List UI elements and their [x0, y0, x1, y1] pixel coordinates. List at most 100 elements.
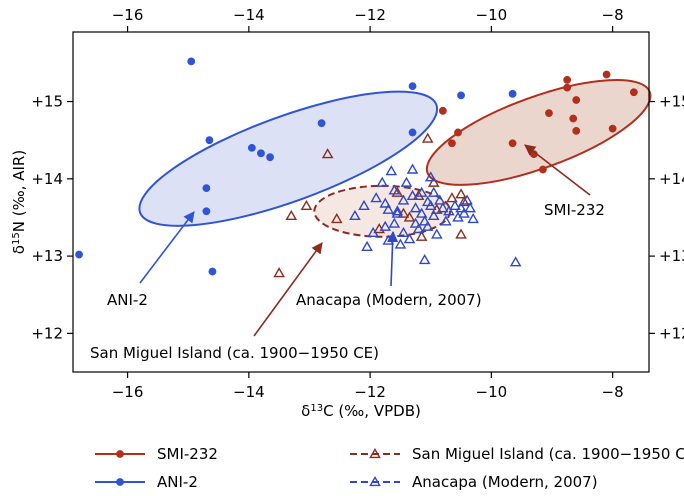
data-point — [434, 194, 446, 205]
data-point — [266, 153, 274, 162]
ani-annotation-arrow — [139, 211, 195, 284]
data-point — [397, 194, 410, 205]
data-point — [415, 186, 428, 197]
legend-label: ANI-2 — [157, 473, 198, 491]
y-right-tick-label: +15 — [659, 93, 684, 111]
ellipse-0 — [425, 79, 652, 186]
data-point — [455, 228, 467, 239]
data-point — [187, 57, 196, 66]
y-tick-label: +12 — [31, 324, 63, 342]
data-point — [388, 184, 401, 195]
data-point — [608, 124, 617, 133]
legend-item: ANI-2 — [95, 473, 198, 491]
data-point — [391, 207, 404, 218]
data-point — [273, 267, 285, 278]
data-point — [382, 203, 395, 214]
x-top-tick-label: −8 — [602, 6, 624, 24]
data-point — [629, 88, 638, 97]
x-tick-label: −14 — [233, 383, 265, 401]
y-tick-label: +14 — [31, 170, 63, 188]
data-point — [317, 119, 326, 128]
legend-item: San Miguel Island (ca. 1900−1950 CE) — [350, 445, 684, 463]
legend-marker — [369, 475, 381, 487]
data-point — [385, 165, 398, 176]
data-point — [408, 128, 417, 137]
data-point — [438, 106, 447, 115]
data-point — [415, 230, 428, 241]
data-point — [406, 163, 419, 174]
data-point — [408, 82, 417, 90]
ani-annotation-label: ANI-2 — [107, 291, 148, 309]
y-right-tick-label: +12 — [659, 324, 684, 342]
series-0 — [438, 70, 638, 174]
data-point — [449, 199, 461, 211]
data-point — [421, 195, 434, 207]
data-point — [418, 253, 431, 265]
x-tick-label: −12 — [354, 383, 386, 401]
legend-item: SMI-232 — [95, 445, 218, 463]
data-point — [545, 109, 553, 118]
data-point — [424, 171, 437, 182]
x-top-tick-label: −10 — [476, 6, 508, 24]
data-point — [538, 165, 547, 174]
tick-layer: −16 −16 −14 −14 −12 −12 −10 −10 −8 −8 +12 +12 +13 +13… — [31, 6, 684, 401]
data-point — [247, 144, 256, 152]
data-point — [602, 70, 611, 79]
legend: SMI-232 San Miguel Island (ca. 1900−1950 … — [95, 445, 684, 491]
data-point — [563, 76, 572, 84]
data-point — [75, 250, 83, 259]
series-3 — [349, 163, 522, 267]
data-point — [454, 128, 462, 137]
x-top-tick-label: −16 — [112, 6, 144, 24]
data-point — [421, 132, 434, 143]
data-point — [409, 217, 422, 228]
data-point — [403, 211, 416, 222]
data-point — [370, 192, 382, 203]
data-point — [467, 212, 479, 224]
y-right-tick-label: +13 — [659, 247, 684, 265]
data-point — [418, 215, 431, 226]
data-point — [321, 148, 334, 159]
x-tick-label: −10 — [476, 383, 508, 401]
data-point — [202, 184, 211, 192]
legend-marker — [116, 478, 124, 486]
data-point — [257, 149, 265, 158]
annotation-layer: SMI-232 ANI-2 Anacapa (Modern, 2007) San… — [90, 144, 605, 362]
y-axis-label: δ15N (‰, AIR) — [10, 150, 28, 254]
data-point — [205, 136, 214, 145]
data-point — [508, 139, 517, 148]
data-point — [443, 205, 455, 216]
data-point — [412, 223, 425, 234]
data-point — [455, 188, 467, 199]
data-point — [406, 189, 419, 200]
data-point — [379, 197, 392, 208]
legend-marker — [116, 450, 124, 458]
legend-marker — [369, 447, 381, 459]
x-top-tick-label: −12 — [354, 6, 386, 24]
data-point — [391, 205, 404, 216]
data-point — [461, 194, 473, 205]
legend-label: Anacapa (Modern, 2007) — [412, 473, 598, 491]
data-point — [427, 209, 440, 221]
data-point — [430, 228, 443, 239]
x-tick-label: −8 — [602, 383, 624, 401]
data-point — [412, 189, 425, 200]
legend-label: San Miguel Island (ca. 1900−1950 CE) — [412, 445, 684, 463]
data-point — [464, 202, 476, 213]
data-point — [455, 202, 467, 213]
data-point — [361, 240, 373, 251]
data-point — [572, 96, 581, 104]
legend-item: Anacapa (Modern, 2007) — [350, 473, 598, 491]
data-point — [421, 220, 434, 231]
data-point — [391, 186, 404, 197]
data-point — [427, 176, 440, 187]
x-top-tick-label: −14 — [233, 6, 265, 24]
data-point — [208, 267, 217, 276]
data-point — [509, 256, 522, 267]
data-point — [458, 207, 470, 218]
data-point — [427, 186, 440, 197]
data-point — [202, 207, 211, 216]
smi-annotation-arrow — [524, 144, 591, 196]
sanmiguel-annotation-label: San Miguel Island (ca. 1900−1950 CE) — [90, 344, 379, 362]
